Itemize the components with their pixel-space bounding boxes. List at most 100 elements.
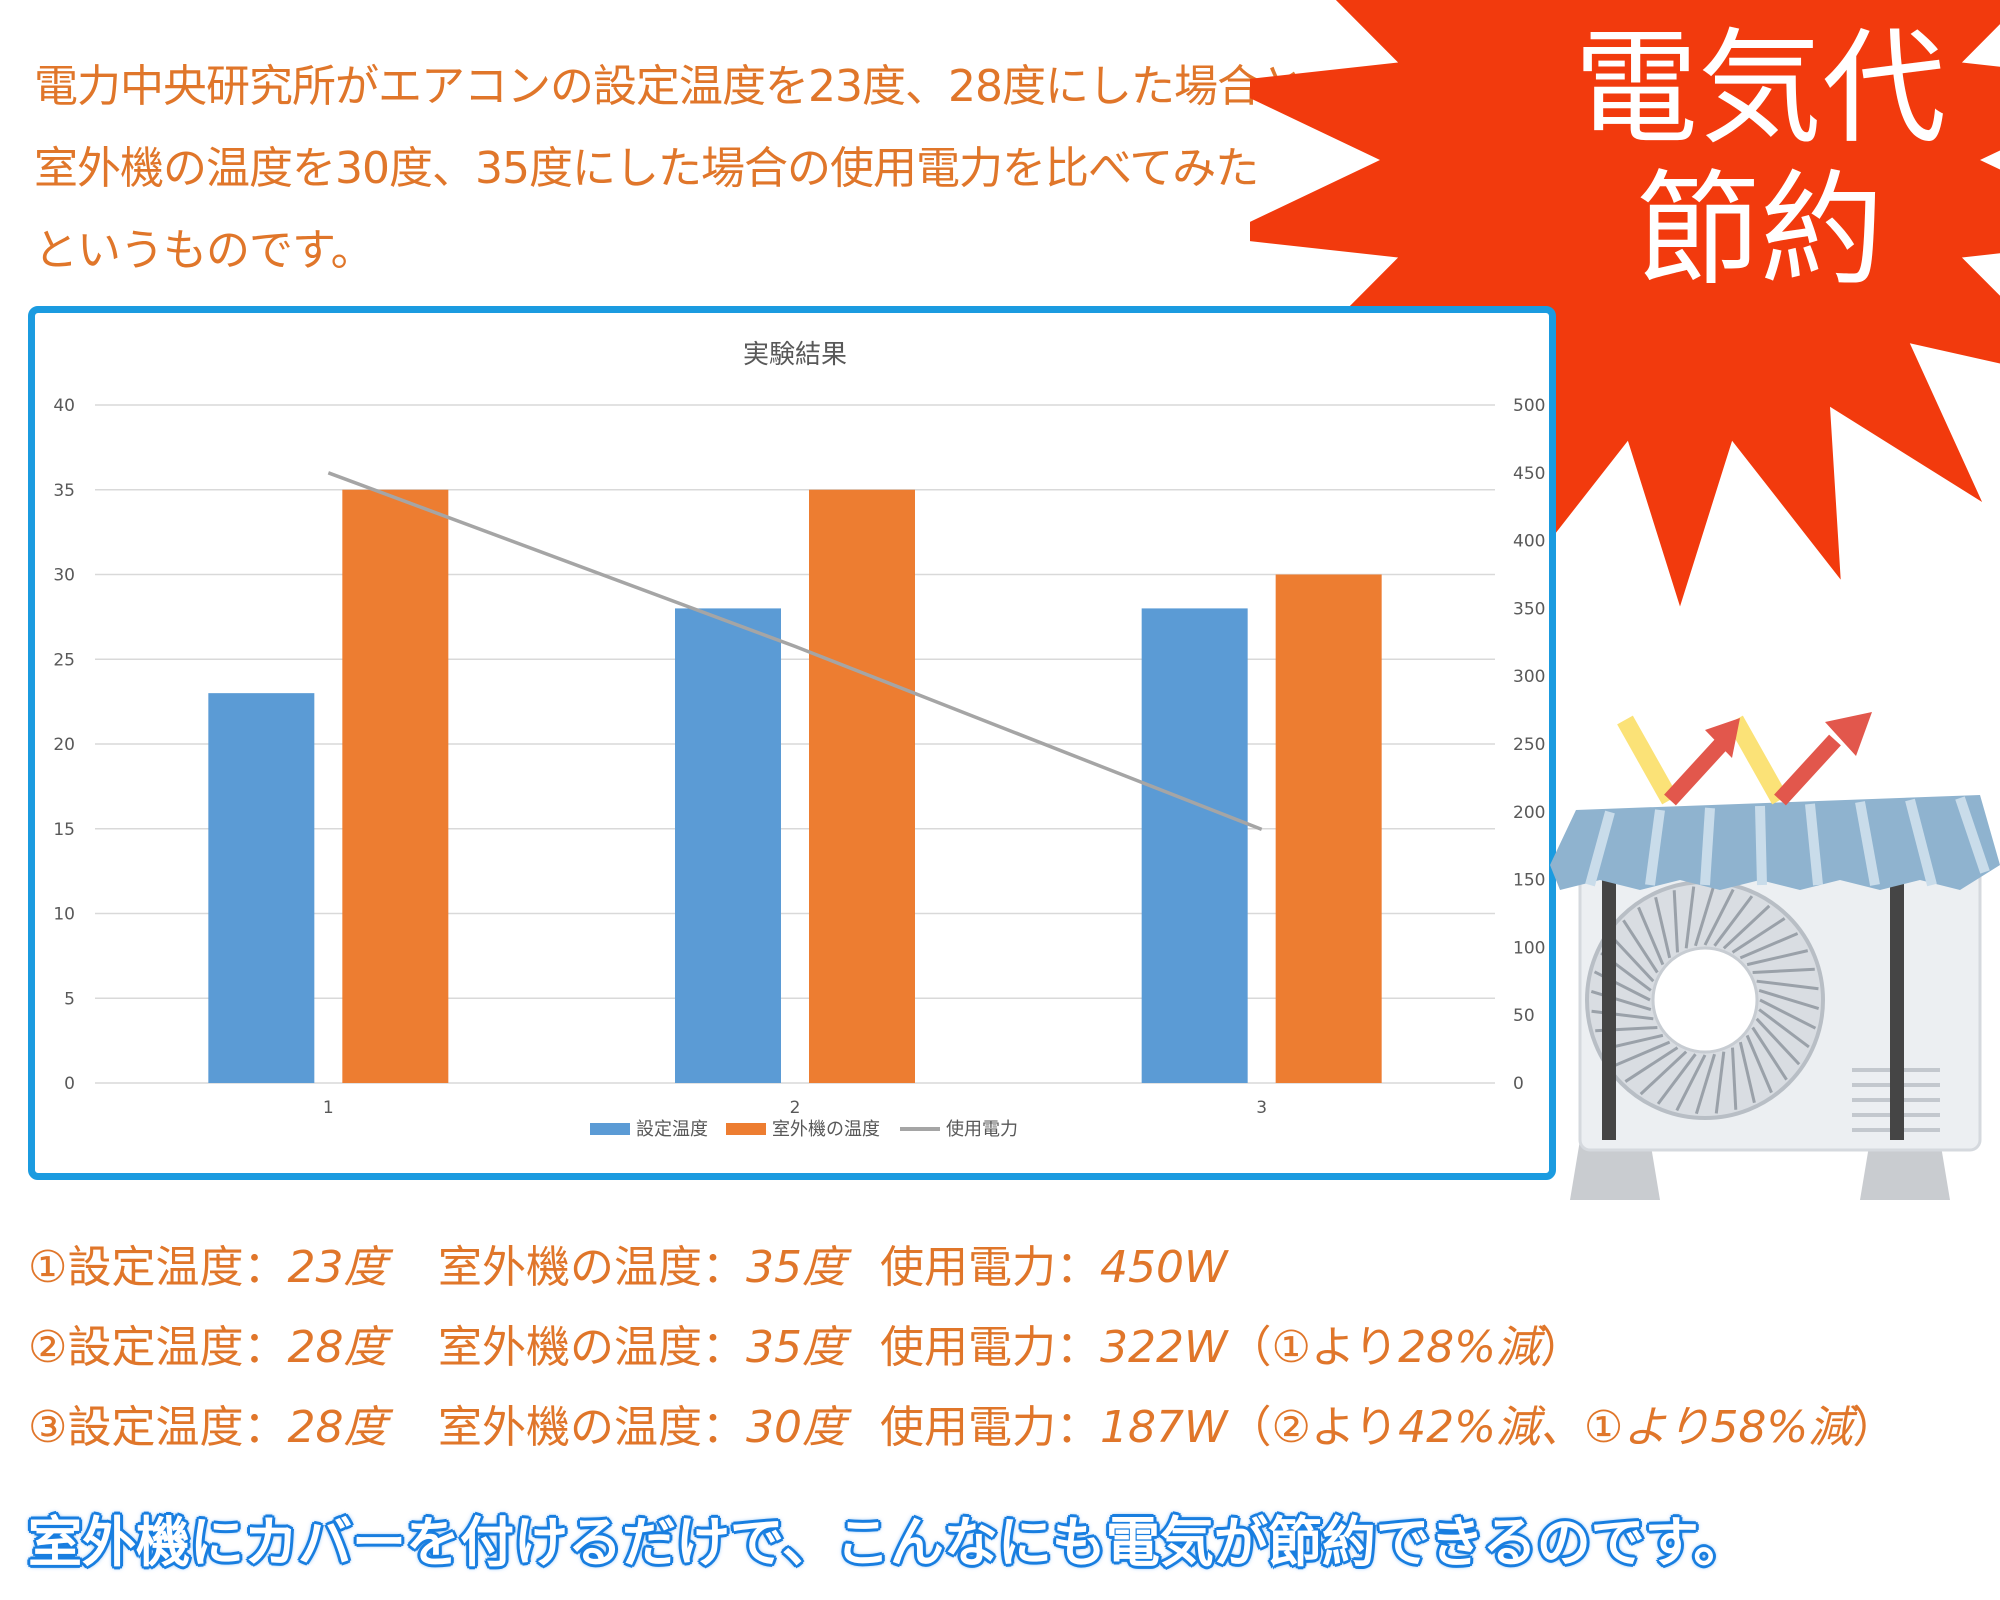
fan-blade [1751,1026,1788,1081]
reflect-arrow-left [1664,734,1731,806]
y-tick-label: 0 [64,1074,75,1094]
legend-swatch [726,1123,766,1135]
set-temp-value: 28度 [287,1322,388,1373]
badge-line-1: 電気代 [1573,17,1946,161]
power-value: 450W [1100,1242,1228,1293]
fan-blade [1611,1040,1671,1068]
fan-blade [1703,888,1735,946]
outdoor-unit-illustration [1550,712,2000,1200]
outdoor-temp-label: 室外機の温度： [438,1242,746,1293]
y2-tick-label: 50 [1513,1006,1535,1026]
outdoor-temp-label: 室外機の温度： [438,1402,746,1453]
reflect-arrowhead-left [1705,718,1740,758]
set-temp-value: 28度 [287,1402,388,1453]
fan-blade [1656,1053,1697,1105]
y2-tick-label: 200 [1513,803,1545,823]
y2-tick-label: 300 [1513,667,1545,687]
fan-blade [1624,1046,1679,1083]
power-label: 使用電力： [880,1322,1100,1373]
legend-label: 設定温度 [636,1119,708,1140]
fan-blade [1609,934,1655,983]
bar-set-temp [675,608,781,1083]
reduction-note-open: （②より [1227,1402,1399,1453]
intro-text: 電力中央研究所がエアコンの設定温度を23度、28度にした場合と、 室外機の温度を… [34,46,1345,292]
reduction-note-close: ） [1539,1322,1584,1373]
tagline: 室外機にカバーを付けるだけで、こんなにも電気が節約できるのです。 [28,1511,1748,1574]
set-temp-label: 設定温度： [67,1322,288,1373]
y-tick-label: 20 [53,735,75,755]
fan-blade [1738,1041,1756,1104]
bar-outdoor-temp [809,489,915,1083]
legend-label: 室外機の温度 [772,1119,880,1140]
x-tick-label: 1 [323,1098,334,1118]
outdoor-temp-value: 35度 [746,1242,846,1293]
y2-tick-label: 450 [1513,464,1545,484]
legend-label: 使用電力 [946,1119,1018,1140]
fan-blade [1694,1053,1716,1115]
fan-blade [1759,998,1817,1030]
fan-blade [1591,1009,1654,1021]
intro-line-2: 室外機の温度を30度、35度にした場合の使用電力を比べてみた [34,143,1259,194]
set-temp-label: 設定温度： [67,1402,288,1453]
bar-set-temp [208,693,315,1083]
fan-spokes [1590,885,1820,1115]
intro-line-3: というものです。 [34,225,375,276]
fan-blade [1684,886,1696,949]
unit-foot-right [1860,1140,1950,1200]
cover-stripes [1585,796,1990,887]
fan-blade [1713,895,1754,947]
fan-blade [1739,932,1799,960]
y-tick-label: 10 [53,905,75,925]
bar-outdoor-temp [1275,574,1382,1083]
y2-tick-label: 0 [1513,1074,1524,1094]
y-tick-label: 5 [64,989,75,1009]
fan-blade [1672,890,1679,953]
legend-swatch [590,1123,630,1135]
reduction-note-value: 42%減、①より58%減 [1398,1402,1853,1453]
y2-tick-label: 150 [1513,871,1545,891]
power-label: 使用電力： [880,1402,1100,1453]
reduction-note-value: 28%減 [1398,1322,1540,1373]
set-temp-value: 23度 [287,1242,388,1293]
chart: 実験結果051015202530354005010015020025030035… [53,340,1545,1140]
y2-tick-label: 500 [1513,396,1545,416]
fan-blade [1758,1008,1810,1049]
fan-blade [1722,904,1771,950]
fan-blade [1590,989,1652,1011]
sun-ray-right [1727,715,1788,805]
fan-blade [1675,1054,1707,1112]
reduction-note-close: ） [1852,1402,1897,1453]
line-power-usage [327,471,1263,832]
cover-strap-left [1602,880,1616,1140]
sun-ray-left [1617,715,1678,805]
fan-blade [1622,919,1659,974]
chart-frame: 実験結果 0 5 10 15 20 25 30 35 40 0 50 100 150 200 250 300 35… [28,306,1556,1180]
reflect-arrow-right [1774,734,1841,806]
y-tick-label: 35 [53,481,75,501]
fan-blade [1745,1034,1773,1094]
y-tick-label: 15 [53,820,75,840]
fan-blade [1752,967,1815,974]
fan-blade [1756,979,1819,991]
fan-blade [1731,1047,1738,1110]
y2-tick-label: 350 [1513,599,1545,619]
fan-blade [1731,917,1786,954]
y-tick-label: 40 [53,396,75,416]
unit-foot-left [1570,1140,1660,1200]
intro-line-1: 電力中央研究所がエアコンの設定温度を23度、28度にした場合と、 [34,61,1345,112]
power-value: 187W [1100,1402,1228,1453]
fan-blade [1746,949,1809,967]
outdoor-temp-value: 30度 [746,1402,846,1453]
fan-blade [1654,896,1672,959]
y-tick-label: 30 [53,566,75,586]
x-tick-label: 2 [790,1098,801,1118]
cover-strap-right [1890,880,1904,1140]
fan-blade [1637,906,1665,966]
y-tick-label: 25 [53,650,75,670]
outdoor-temp-label: 室外機の温度： [438,1322,746,1373]
bar-outdoor-temp [342,489,449,1083]
fan-blade [1694,885,1716,947]
fan-blade [1639,1050,1688,1096]
y2-tick-label: 100 [1513,938,1545,958]
set-temp-label: 設定温度： [67,1242,288,1293]
